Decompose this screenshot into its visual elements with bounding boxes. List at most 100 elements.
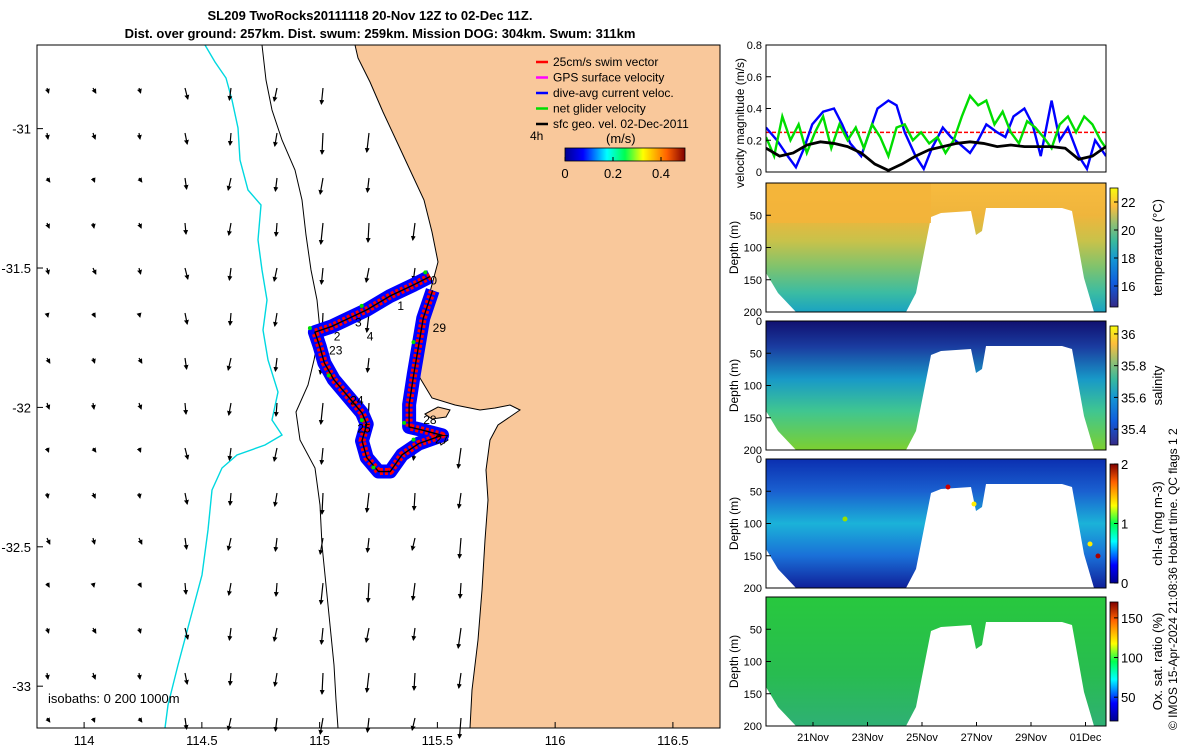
geo-vector <box>319 627 325 645</box>
panel-ytick-label: 200 <box>744 307 762 319</box>
geo-vector <box>273 357 279 372</box>
panel-colorbar-tick: 36 <box>1121 327 1135 342</box>
colorbar-corner-label: 4h <box>530 129 543 143</box>
geo-vector <box>410 537 416 551</box>
colorbar-units-label: (m/s) <box>606 131 636 146</box>
geo-vector <box>318 402 324 425</box>
geo-vector <box>364 492 370 513</box>
chla-hotspot <box>1087 541 1093 547</box>
geo-vector <box>227 672 233 686</box>
panel-ytick-label: 100 <box>744 519 762 531</box>
geo-vector <box>45 582 50 588</box>
geo-vector <box>318 177 324 195</box>
velocity-ytick-label: 0.2 <box>747 135 762 147</box>
geo-vector <box>365 177 371 193</box>
geo-vector <box>365 582 371 603</box>
geo-vector <box>319 87 325 105</box>
net-velocity-mark <box>359 418 364 423</box>
geo-vector <box>136 447 142 453</box>
geo-vector <box>273 672 278 687</box>
panel-temperature[interactable]: 50 100 150 200 Depth (m) 22 20 18 16 temperature … <box>727 182 1165 319</box>
geo-vector <box>364 627 370 643</box>
legend-entry: sfc geo. vel. 02-Dec-2011 <box>553 117 689 131</box>
geo-vector <box>227 132 233 146</box>
geo-vector <box>273 537 279 552</box>
geo-vector <box>136 492 142 499</box>
geo-vector <box>137 177 143 183</box>
geo-vector <box>44 627 50 634</box>
geo-vector <box>183 492 189 505</box>
day-label: 1 <box>397 299 404 313</box>
geo-vector <box>364 132 370 153</box>
panel-colorbar-tick: 22 <box>1121 195 1135 210</box>
colorbar-tick-label: 0.2 <box>604 166 622 181</box>
panel-xtick-label: 27Nov <box>961 732 993 744</box>
geo-vector <box>272 267 278 282</box>
map-xtick-label: 115 <box>309 733 330 748</box>
geo-vector <box>319 132 325 155</box>
geo-vector <box>365 222 371 243</box>
map-ytick-label: -32 <box>12 400 31 415</box>
glider-path-line <box>314 275 443 473</box>
geo-vector <box>411 627 417 641</box>
panel-colorbar-label: temperature (°C) <box>1150 199 1165 296</box>
colorbar-tick-label: 0 <box>561 166 568 181</box>
geo-vector <box>183 582 189 595</box>
panel-colorbar <box>1109 325 1119 446</box>
geo-vector <box>91 447 97 453</box>
velocity-plot-area <box>766 45 1106 172</box>
geo-vector <box>227 87 233 101</box>
day-label: 24 <box>350 394 364 408</box>
colorbar-tick-label: 0.4 <box>652 166 670 181</box>
geo-vector <box>91 492 96 499</box>
geo-vector <box>91 267 97 275</box>
geo-vector <box>226 357 232 371</box>
panel-colorbar-tick: 18 <box>1121 251 1135 266</box>
geo-vector <box>457 582 463 599</box>
panel-xtick-label: 23Nov <box>852 732 884 744</box>
panel-colorbar-tick: 0 <box>1121 576 1128 591</box>
speed-colorbar: 4h (m/s) 0 0.2 0.4 <box>530 129 686 181</box>
panel-ytick-label: 200 <box>744 721 762 733</box>
warm-surface-layer <box>766 183 931 223</box>
map-xtick-label: 114 <box>74 733 95 748</box>
legend-entry: net glider velocity <box>553 102 646 116</box>
geo-vector <box>318 717 324 735</box>
panel-ytick-label: 150 <box>744 275 762 287</box>
geo-vector <box>44 87 50 94</box>
chla-hotspot <box>842 516 848 522</box>
geo-vector <box>90 582 96 588</box>
geo-vector <box>273 492 278 507</box>
net-velocity-mark <box>326 373 331 378</box>
geo-vector <box>456 492 462 509</box>
map-ytick-label: -32.5 <box>1 540 31 555</box>
panel-salinity[interactable]: 0 50 100 150 200 Depth (m) 36 35.8 35.6 35.4 salin… <box>727 316 1165 457</box>
geo-vector <box>184 447 190 460</box>
geo-vector <box>319 267 325 285</box>
panel-ytick-label: 50 <box>750 210 762 222</box>
geo-vector <box>91 672 97 680</box>
legend-entry: 25cm/s swim vector <box>553 55 658 69</box>
geo-vector <box>91 87 97 94</box>
geo-vector <box>227 402 232 416</box>
geo-vector <box>137 402 143 410</box>
panel-colorbar-label: salinity <box>1150 365 1165 405</box>
panel-chla[interactable]: 0 50 100 150 200 Depth (m) 2 1 0 chl-a (mg m-3) <box>727 454 1165 595</box>
panel-colorbar-tick: 35.4 <box>1121 422 1146 437</box>
geo-vector <box>90 402 96 410</box>
panel-ytick-label: 150 <box>744 551 762 563</box>
velocity-plot[interactable]: 0 0.2 0.4 0.6 0.8 velocity magnitude (m/s) <box>733 40 1107 188</box>
geo-vector <box>183 222 189 235</box>
geo-vector <box>44 447 50 453</box>
velocity-ytick-label: 0.4 <box>747 104 762 116</box>
geo-vector <box>272 447 278 462</box>
geo-vector <box>90 177 96 183</box>
geo-vector <box>45 717 51 723</box>
day-label: 29 <box>433 321 447 335</box>
panel-ylabel: Depth (m) <box>727 359 741 412</box>
geo-vector <box>410 222 416 241</box>
panel-ytick-label: 100 <box>744 657 762 669</box>
panel-colorbar <box>1109 187 1119 308</box>
